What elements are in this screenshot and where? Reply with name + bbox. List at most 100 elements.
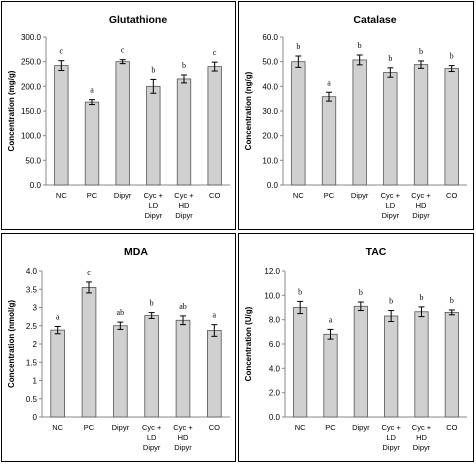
x-category-label: CO (209, 423, 220, 432)
significance-label: b (388, 54, 392, 63)
error-bar (448, 309, 455, 316)
x-category-label: Cyc + (381, 423, 401, 432)
y-tick-label: 4.0 (26, 267, 38, 276)
y-tick-label: 10.0 (262, 156, 278, 165)
y-axis-label: Concentration (mg/g) (7, 70, 16, 151)
error-bar (54, 325, 61, 335)
y-tick-label: 100.0 (21, 132, 42, 141)
error-bar (326, 91, 332, 102)
bar-cyc-hd-dipyr (414, 311, 429, 418)
bar-cyc-ld-dipyr (384, 315, 399, 418)
significance-label: b (150, 299, 154, 308)
significance-label: a (327, 78, 331, 87)
x-category-label: PC (87, 191, 98, 200)
significance-label: c (60, 47, 64, 56)
x-category-label: LD (386, 201, 396, 210)
x-category-label: Cyc + (412, 423, 432, 432)
y-tick-label: 50.0 (25, 156, 41, 165)
y-tick-label: 50.0 (262, 58, 278, 67)
y-tick-label: 200.0 (21, 82, 42, 91)
significance-label: b (298, 287, 302, 296)
catalase-chart: Catalase Concentration (ng/g) 0.0 10.0 20.0 3… (244, 14, 467, 220)
significance-label: c (213, 48, 217, 57)
significance-label: b (296, 42, 300, 51)
x-category-label: Dipyr (112, 423, 130, 432)
bar-co (444, 68, 459, 186)
y-tick-label: 1 (33, 377, 38, 386)
bar-cyc-hd-dipyr (413, 64, 429, 186)
y-tick-label: 12.0 (264, 267, 280, 276)
error-bar (150, 78, 157, 94)
x-category-label: LD (149, 201, 159, 210)
error-bar (418, 60, 424, 69)
y-tick-label: 3 (33, 304, 38, 313)
tac-chart-panel: TAC Concentration (U/g) 0.0 2.0 4.0 6.0 8.0 10.… (238, 233, 474, 462)
glutathione-chart: Glutathione Concentration (mg/g) 0.0 50.0 10… (7, 14, 230, 220)
error-bar (181, 74, 187, 84)
bar-pc (323, 333, 338, 418)
x-category-label: PC (324, 191, 335, 200)
bar-nc (54, 65, 69, 186)
significance-label: b (420, 293, 424, 302)
chart-title: Catalase (353, 14, 396, 26)
bar-cyc-ld-dipyr (144, 315, 159, 418)
bar-pc (81, 287, 97, 418)
x-category-label: Cyc + (381, 191, 401, 200)
glutathione-chart-panel: Glutathione Concentration (mg/g) 0.0 50.0 10… (1, 1, 236, 230)
bar-cyc-ld-dipyr (146, 85, 161, 186)
significance-label: ab (117, 308, 125, 317)
x-category-label: Dipyr (175, 211, 193, 220)
x-category-label: HD (179, 201, 190, 210)
y-tick-label: 1.5 (26, 358, 38, 367)
error-bar (356, 54, 363, 66)
significance-label: b (389, 297, 393, 306)
y-axis-label: Concentration (ng/g) (244, 71, 253, 150)
x-category-label: LD (147, 433, 157, 442)
error-bar (89, 99, 95, 106)
error-bar (295, 55, 302, 68)
bar-dipyr (352, 59, 367, 186)
x-category-label: CO (446, 423, 457, 432)
x-category-label: HD (416, 201, 427, 210)
x-category-label: CO (446, 191, 457, 200)
chart-title: TAC (366, 246, 387, 258)
mda-chart: MDA Concentration (nmol/g) 0 0.5 1 1.5 2 2.5 3 3.… (7, 246, 230, 452)
y-tick-label: 40.0 (262, 82, 278, 91)
x-category-label: PC (325, 423, 336, 432)
x-category-label: Dipyr (143, 443, 161, 452)
x-category-label: PC (84, 423, 95, 432)
y-axis-label: Concentration (nmol/g) (7, 300, 16, 388)
significance-label: a (56, 312, 60, 321)
error-bar (180, 315, 186, 326)
y-tick-label: 2.5 (26, 322, 38, 331)
chart-title: Glutathione (109, 14, 167, 26)
significance-label: a (213, 311, 217, 320)
error-bar (211, 61, 218, 72)
error-bar (388, 310, 395, 322)
x-category-label: Cyc + (173, 423, 193, 432)
y-tick-label: 0.0 (269, 413, 281, 422)
significance-label: c (121, 46, 125, 55)
y-tick-label: 250.0 (21, 58, 42, 67)
error-bar (117, 321, 124, 330)
x-category-label: CO (209, 191, 220, 200)
bar-co (207, 66, 222, 186)
x-category-label: NC (56, 191, 67, 200)
bar-dipyr (113, 325, 128, 418)
y-tick-label: 6.0 (269, 340, 281, 349)
y-tick-label: 0.0 (267, 181, 279, 190)
significance-label: c (87, 268, 91, 277)
y-tick-label: 8.0 (269, 316, 281, 325)
y-tick-label: 0 (33, 413, 38, 422)
error-bar (297, 300, 304, 315)
significance-label: b (151, 65, 155, 74)
y-tick-label: 300.0 (21, 33, 42, 42)
significance-label: b (450, 52, 454, 61)
error-bar (211, 324, 218, 337)
y-tick-label: 0.5 (26, 395, 38, 404)
bar-dipyr (353, 305, 368, 418)
x-category-label: Dipyr (114, 191, 132, 200)
bar-nc (291, 61, 306, 186)
error-bar (357, 301, 364, 312)
x-category-label: Dipyr (145, 211, 163, 220)
